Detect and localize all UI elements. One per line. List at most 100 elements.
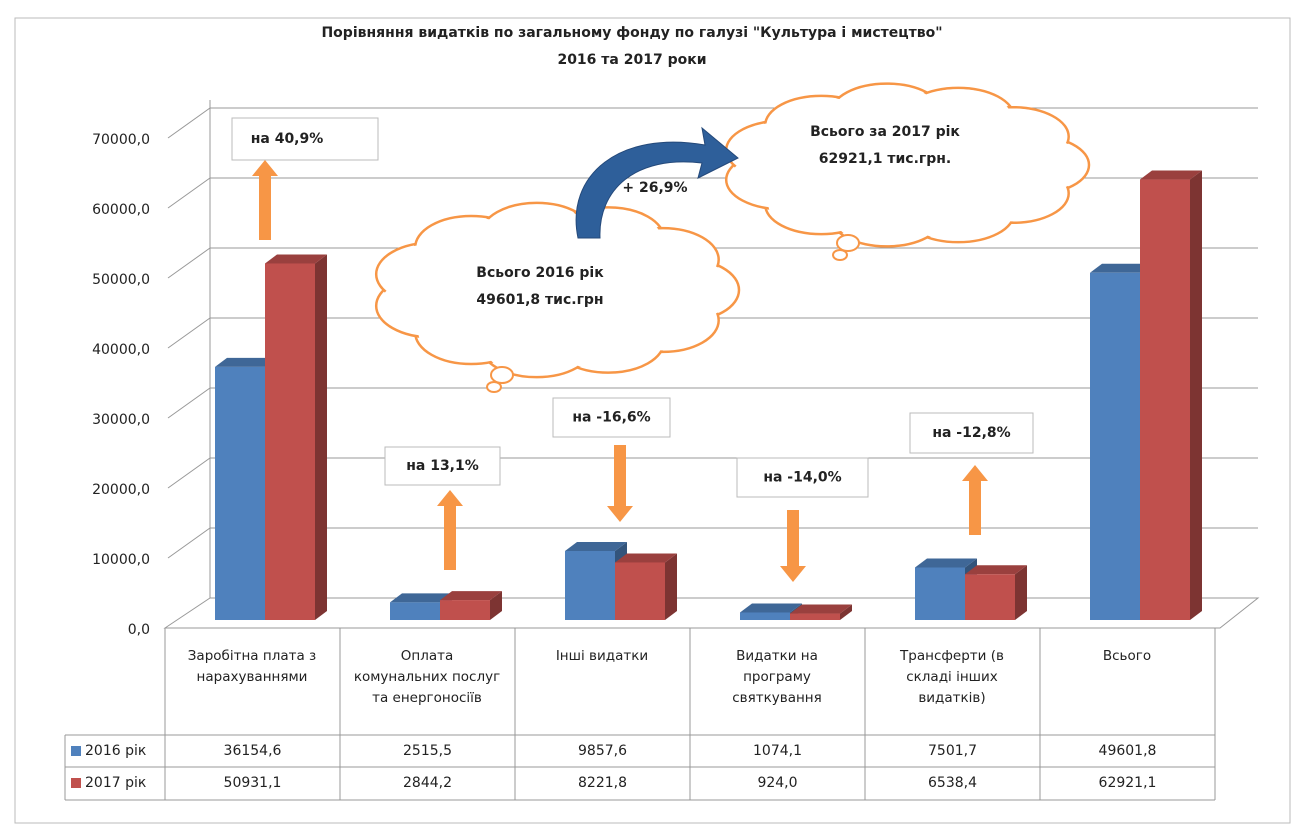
grid-line	[167, 247, 1258, 279]
arrow	[780, 510, 806, 582]
bar	[565, 550, 615, 620]
annotation-text: на 40,9%	[251, 131, 324, 147]
x-tick-label: Оплата комунальних послуг та енергоносії…	[353, 648, 501, 706]
legend-label: 2017 рік	[85, 775, 146, 791]
y-tick-label: 20000,0	[92, 482, 150, 498]
bar-top	[440, 591, 502, 601]
annotations: на 40,9% на 13,1% на -16,6% на -14,0% на -12…	[231, 82, 1091, 582]
bar-top	[1140, 170, 1202, 180]
bar-top	[915, 558, 977, 568]
legend-swatch	[71, 746, 81, 756]
data-label: 50931,1	[224, 775, 282, 791]
bar	[440, 600, 490, 620]
annotation-box	[552, 397, 671, 438]
bar-top	[615, 553, 677, 563]
bar	[965, 574, 1015, 620]
bar	[790, 613, 840, 620]
cloud-text: Всього 2016 рік	[476, 265, 604, 281]
bar	[740, 612, 790, 620]
cloud	[724, 82, 1091, 261]
x-tick-label: Заробітна плата з нарахуваннями	[187, 648, 317, 685]
data-label: 2515,5	[403, 743, 452, 759]
cloud-text: 49601,8 тис.грн	[476, 292, 603, 308]
bar	[915, 567, 965, 620]
arrow	[437, 490, 463, 570]
annotation-box	[384, 446, 501, 486]
bar-side	[1190, 170, 1202, 620]
bar-side	[1015, 565, 1027, 620]
grid: 0,0 10000,0 20000,0 30000,0 40000,0 50000,0 60…	[92, 107, 1258, 638]
cloud-bubble	[486, 381, 502, 393]
data-label: 7501,7	[928, 743, 977, 759]
data-label: 49601,8	[1099, 743, 1157, 759]
y-tick-label: 70000,0	[92, 132, 150, 148]
arrow	[252, 160, 278, 240]
bar-top	[265, 254, 327, 264]
bar-side	[840, 604, 852, 620]
data-label: 8221,8	[578, 775, 627, 791]
y-tick-label: 30000,0	[92, 412, 150, 428]
grid-line	[167, 457, 1258, 489]
data-label: 62921,1	[1099, 775, 1157, 791]
bar	[1140, 179, 1190, 620]
x-tick-label: Видатки на програму святкування	[732, 648, 822, 706]
y-tick-label: 60000,0	[92, 202, 150, 218]
cloud-core	[769, 109, 1041, 221]
bar	[390, 602, 440, 620]
cloud-bubble	[836, 234, 860, 252]
bar-side	[490, 591, 502, 620]
bar	[615, 562, 665, 620]
data-label: 9857,6	[578, 743, 627, 759]
bar-top	[790, 604, 852, 614]
bar-top	[565, 541, 627, 551]
cloud-text: Всього за 2017 рік	[810, 124, 960, 140]
arrow	[962, 465, 988, 535]
chart-title: Порівняння видатків по загальному фонду …	[321, 25, 942, 41]
annotation-box	[736, 457, 869, 498]
annotation-text: на -16,6%	[572, 410, 650, 426]
y-tick-label: 40000,0	[92, 342, 150, 358]
grid-line	[167, 317, 1258, 349]
y-tick-label: 10000,0	[92, 552, 150, 568]
cloud-core	[419, 230, 691, 350]
legend-label: 2016 рік	[85, 743, 146, 759]
annotation-text: на -14,0%	[763, 470, 841, 486]
data-label: 6538,4	[928, 775, 977, 791]
annotation-text: на 13,1%	[406, 458, 479, 474]
data-label: 1074,1	[753, 743, 802, 759]
bar-side	[315, 254, 327, 620]
grid-line	[167, 387, 1258, 419]
x-tick-label: Всього	[1102, 648, 1152, 664]
cloud-bubble	[832, 249, 848, 261]
grid-line	[167, 527, 1258, 559]
data-table: 2016 рік 36154,6 2515,5 9857,6 1074,1 7501,7 4…	[64, 628, 1216, 801]
cloud-text: 62921,1 тис.грн.	[819, 151, 952, 167]
bar-side	[665, 553, 677, 620]
change-arrow	[575, 126, 739, 239]
data-label: 924,0	[757, 775, 797, 791]
bar	[265, 263, 315, 620]
chart-subtitle: 2016 та 2017 роки	[557, 52, 706, 68]
bars	[215, 170, 1202, 620]
bar	[1090, 272, 1140, 620]
x-tick-label: Трансферти (в складі інших видатків)	[900, 648, 1004, 706]
bar-top	[740, 603, 802, 613]
data-label: 36154,6	[224, 743, 282, 759]
bar-top	[215, 357, 277, 367]
annotation-box	[909, 412, 1034, 454]
y-tick-label: 50000,0	[92, 272, 150, 288]
bar-top	[965, 565, 1027, 575]
arrow	[607, 445, 633, 522]
bar-top	[390, 593, 452, 603]
annotation-text: на -12,8%	[932, 425, 1010, 441]
legend-swatch	[71, 778, 81, 788]
bar-top	[1090, 263, 1152, 273]
data-label: 2844,2	[403, 775, 452, 791]
grid-line	[167, 177, 1258, 209]
y-tick-label: 0,0	[128, 622, 150, 638]
chart-frame	[14, 17, 1291, 824]
bar	[215, 366, 265, 620]
annotation-box	[231, 117, 379, 161]
